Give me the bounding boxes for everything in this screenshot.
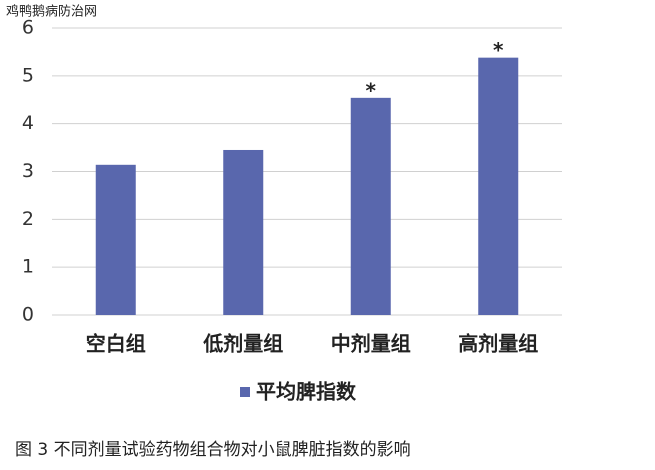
- y-tick-label: 2: [22, 208, 34, 230]
- legend-swatch: [240, 387, 250, 397]
- y-tick-label: 1: [22, 256, 34, 278]
- x-tick-label: 空白组: [86, 332, 146, 356]
- bar: [95, 164, 136, 315]
- y-tick-label: 0: [22, 304, 34, 326]
- y-tick-label: 3: [22, 160, 34, 182]
- annotation: *: [366, 78, 377, 102]
- x-tick-label: 中剂量组: [331, 332, 411, 356]
- caption: 图 3 不同剂量试验药物组合物对小鼠脾脏指数的影响: [15, 440, 411, 460]
- y-tick-label: 5: [22, 64, 34, 86]
- watermark: 鸡鸭鹅病防治网: [6, 4, 97, 20]
- bar: [478, 57, 519, 315]
- bar: [350, 97, 391, 315]
- x-tick-label: 低剂量组: [202, 332, 283, 356]
- x-tick-label: 高剂量组: [458, 332, 538, 356]
- legend-label: 平均脾指数: [256, 380, 357, 404]
- y-tick-label: 6: [22, 17, 34, 39]
- annotation: *: [493, 38, 504, 62]
- y-tick-label: 4: [22, 112, 34, 134]
- bar: [223, 149, 264, 315]
